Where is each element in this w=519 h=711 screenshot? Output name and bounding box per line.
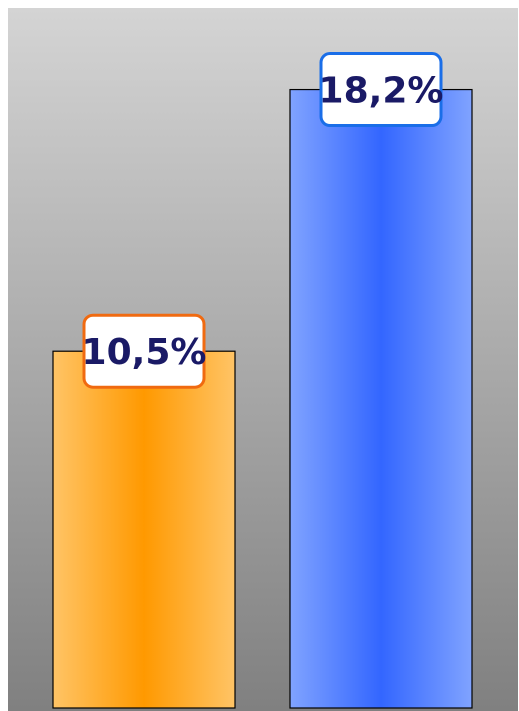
bar-2: [289, 88, 473, 709]
data-label-box-2: [319, 52, 443, 128]
data-label-1: 10,5%: [82, 332, 207, 373]
bar-1: [52, 350, 236, 709]
data-label-box-1: [82, 313, 206, 389]
data-label-2: 18,2%: [319, 71, 444, 112]
